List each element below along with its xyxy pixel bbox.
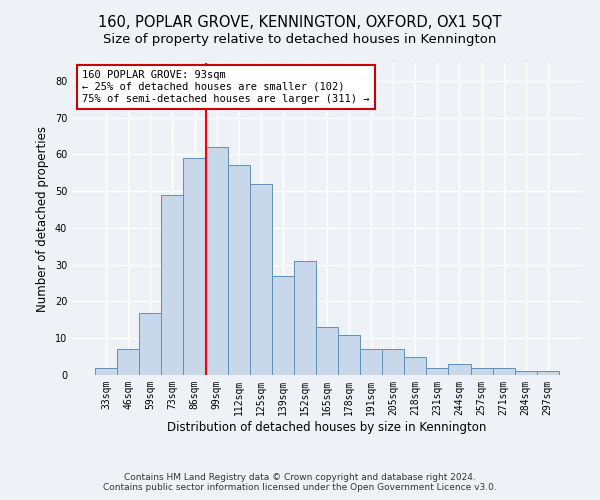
Bar bbox=[316, 327, 338, 375]
Bar bbox=[161, 195, 184, 375]
Bar bbox=[448, 364, 470, 375]
Bar bbox=[382, 350, 404, 375]
Bar bbox=[470, 368, 493, 375]
Bar bbox=[338, 334, 360, 375]
Bar bbox=[117, 350, 139, 375]
Text: 160 POPLAR GROVE: 93sqm
← 25% of detached houses are smaller (102)
75% of semi-d: 160 POPLAR GROVE: 93sqm ← 25% of detache… bbox=[82, 70, 370, 104]
Text: Size of property relative to detached houses in Kennington: Size of property relative to detached ho… bbox=[103, 32, 497, 46]
Bar bbox=[515, 372, 537, 375]
Bar bbox=[272, 276, 294, 375]
Y-axis label: Number of detached properties: Number of detached properties bbox=[36, 126, 49, 312]
Bar bbox=[139, 312, 161, 375]
Text: Contains HM Land Registry data © Crown copyright and database right 2024.
Contai: Contains HM Land Registry data © Crown c… bbox=[103, 473, 497, 492]
Bar bbox=[427, 368, 448, 375]
Text: 160, POPLAR GROVE, KENNINGTON, OXFORD, OX1 5QT: 160, POPLAR GROVE, KENNINGTON, OXFORD, O… bbox=[98, 15, 502, 30]
Bar bbox=[184, 158, 206, 375]
Bar bbox=[294, 261, 316, 375]
Bar bbox=[227, 166, 250, 375]
Bar bbox=[404, 356, 427, 375]
Bar bbox=[360, 350, 382, 375]
Bar bbox=[250, 184, 272, 375]
Bar bbox=[206, 147, 227, 375]
Bar bbox=[95, 368, 117, 375]
Bar bbox=[493, 368, 515, 375]
Bar bbox=[537, 372, 559, 375]
X-axis label: Distribution of detached houses by size in Kennington: Distribution of detached houses by size … bbox=[167, 420, 487, 434]
